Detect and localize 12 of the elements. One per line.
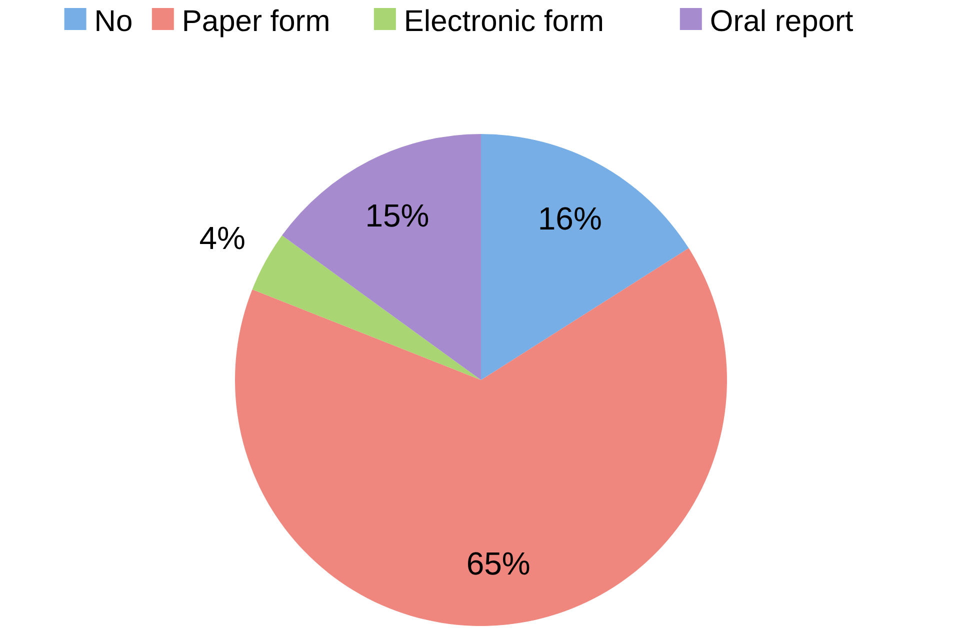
- legend-label: No: [94, 5, 133, 38]
- data-label: 16%: [538, 200, 602, 236]
- pie-slice: [235, 248, 727, 626]
- legend-label: Paper form: [182, 5, 330, 38]
- data-label: 15%: [365, 198, 430, 234]
- pie-slice: [481, 134, 689, 380]
- legend-label: Oral report: [710, 5, 854, 38]
- data-label: 4%: [199, 220, 246, 256]
- pie-slice: [252, 235, 481, 380]
- pie-slice: [282, 134, 481, 380]
- legend-label: Electronic form: [404, 5, 604, 38]
- data-label: 65%: [466, 546, 530, 582]
